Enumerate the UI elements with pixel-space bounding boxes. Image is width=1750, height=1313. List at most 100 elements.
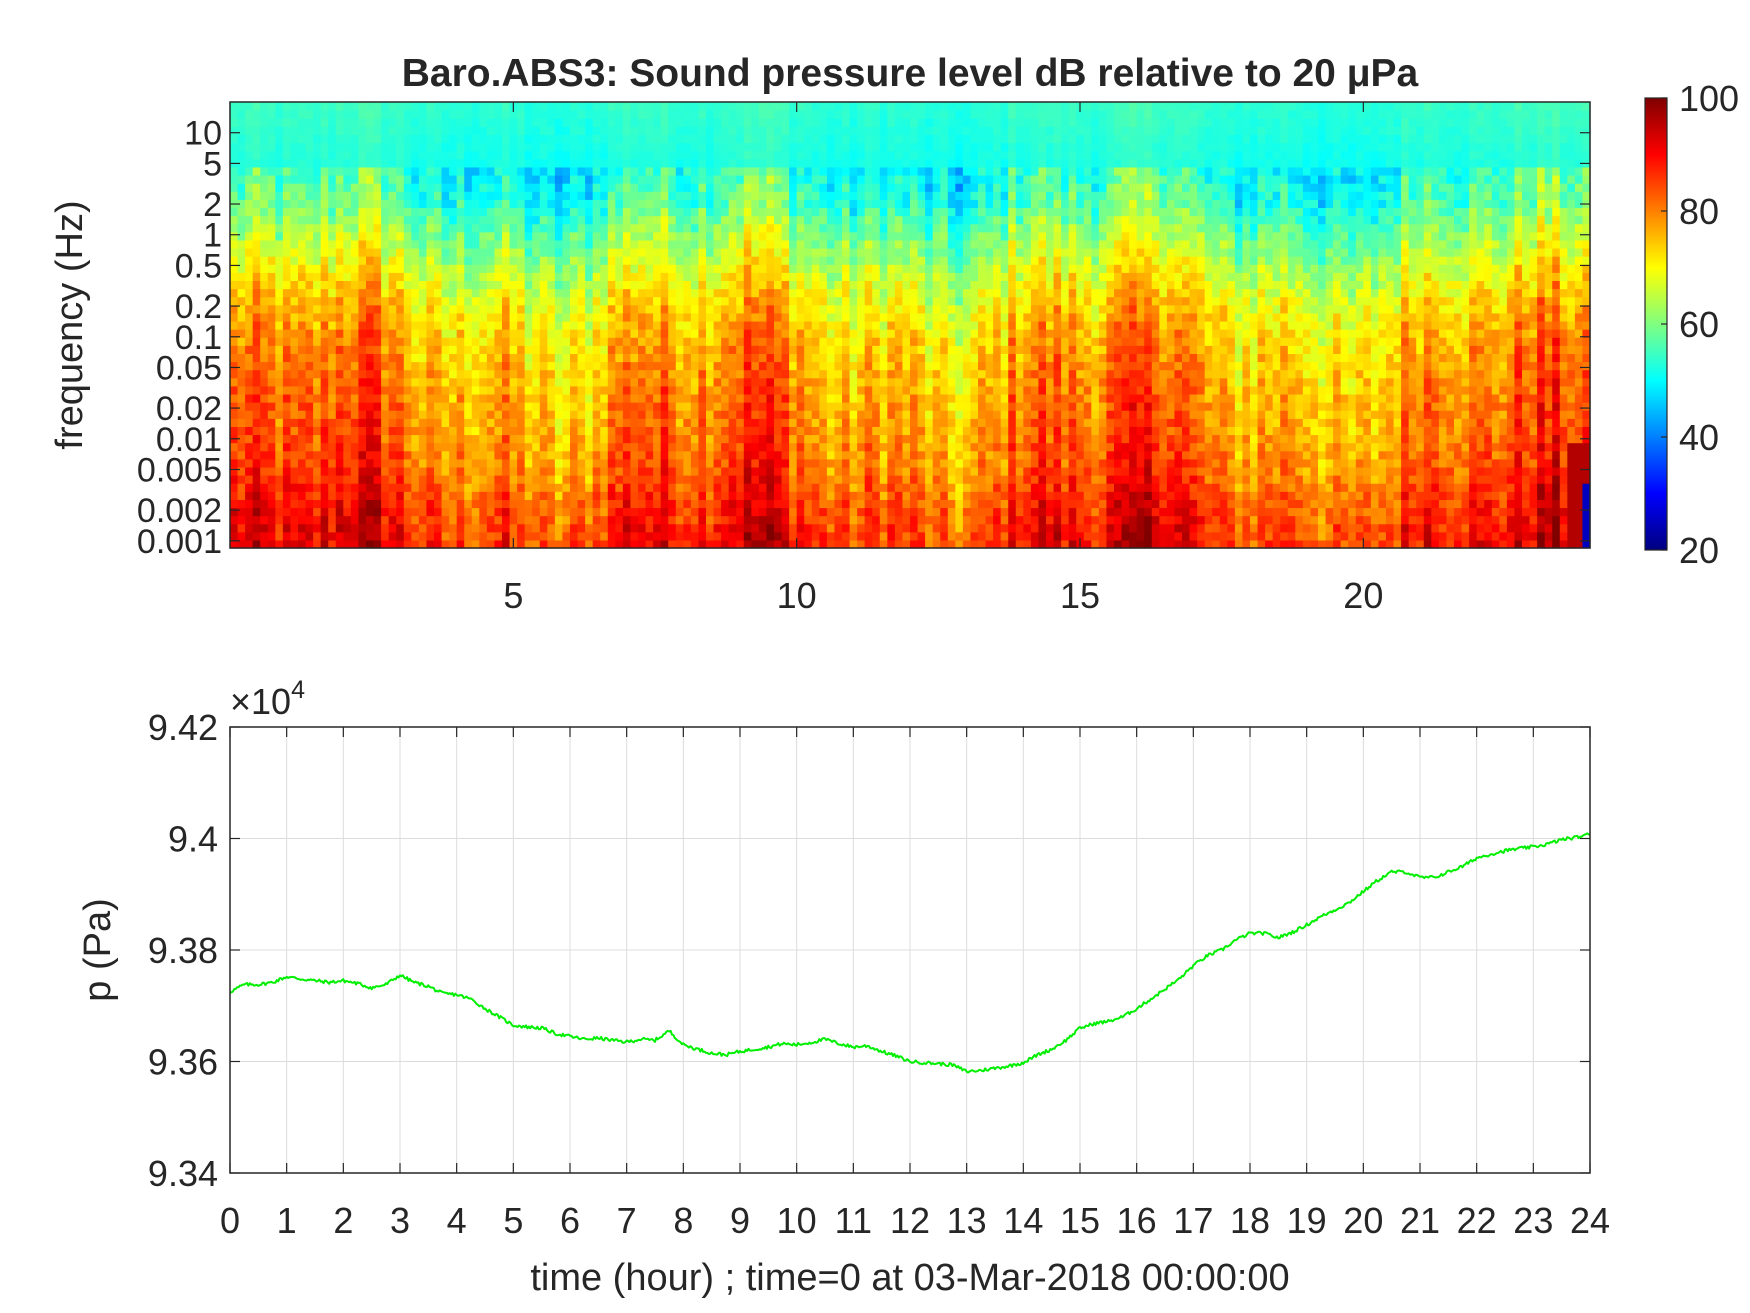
spectrogram-cell bbox=[1378, 418, 1387, 427]
spectrogram-cell bbox=[366, 475, 375, 484]
spectrogram-cell bbox=[298, 458, 307, 468]
spectrogram-cell bbox=[1537, 410, 1546, 419]
spectrogram-cell bbox=[1015, 483, 1024, 492]
spectrogram-cell bbox=[456, 361, 465, 371]
spectrogram-cell bbox=[328, 402, 337, 411]
spectrogram-cell bbox=[388, 442, 397, 452]
spectrogram-cell bbox=[1000, 523, 1009, 533]
spectrogram-cell bbox=[1355, 345, 1364, 354]
spectrogram-cell bbox=[743, 507, 752, 517]
spectrogram-cell bbox=[970, 466, 979, 476]
spectrogram-cell bbox=[1302, 410, 1312, 419]
spectrogram-cell bbox=[434, 361, 443, 371]
spectrogram-cell bbox=[252, 345, 261, 354]
spectrogram-cell bbox=[547, 539, 556, 549]
spectrogram-cell bbox=[1091, 483, 1100, 492]
spectrogram-cell bbox=[940, 402, 949, 411]
spectrogram-cell bbox=[509, 345, 518, 354]
spectrogram-cell bbox=[403, 402, 412, 411]
spectrogram-cell bbox=[736, 320, 745, 330]
spectrogram-cell bbox=[1076, 353, 1085, 363]
spectrogram-cell bbox=[872, 483, 881, 492]
spectrogram-cell bbox=[653, 466, 662, 476]
spectrogram-cell bbox=[1023, 539, 1032, 549]
spectrogram-cell bbox=[434, 483, 443, 492]
spectrogram-cell bbox=[1098, 377, 1108, 387]
spectrogram-cell bbox=[1091, 426, 1100, 436]
spectrogram-cell bbox=[653, 353, 662, 363]
spectrogram-cell bbox=[1265, 353, 1274, 363]
spectrogram-cell bbox=[1438, 369, 1448, 379]
spectrogram-cell bbox=[1416, 539, 1425, 549]
spectrogram-cell bbox=[1491, 434, 1500, 444]
spectrogram-cell bbox=[834, 320, 843, 330]
spectrogram-cell bbox=[343, 499, 352, 509]
spectrogram-cell bbox=[1189, 483, 1198, 492]
spectrogram-cell bbox=[1544, 418, 1553, 427]
spectrogram-cell bbox=[328, 466, 337, 476]
spectrogram-cell bbox=[751, 523, 760, 533]
spectrogram-cell bbox=[1197, 458, 1206, 468]
spectrogram-cell bbox=[668, 337, 677, 346]
spectrogram-cell bbox=[1129, 466, 1138, 476]
spectrogram-cell bbox=[736, 393, 745, 403]
spectrogram-cell bbox=[1076, 450, 1085, 460]
spectrogram-cell bbox=[1529, 442, 1538, 452]
spectrogram-cell bbox=[607, 361, 616, 371]
spectrogram-cell bbox=[1015, 466, 1024, 476]
spectrogram-cell bbox=[1106, 483, 1115, 492]
spectrogram-cell bbox=[917, 353, 926, 363]
spectrogram-cell bbox=[879, 410, 888, 419]
spectrogram-cell bbox=[554, 450, 564, 460]
spectrogram-cell bbox=[1121, 507, 1130, 517]
spectrogram-cell bbox=[917, 402, 926, 411]
spectrogram-cell bbox=[985, 442, 994, 452]
spectrogram-cell bbox=[615, 434, 624, 444]
spectrogram-cell bbox=[819, 499, 828, 509]
spectrogram-cell bbox=[1144, 466, 1153, 476]
spectrogram-cell bbox=[1370, 466, 1380, 476]
spectrogram-cell bbox=[1030, 320, 1040, 330]
spectrogram-cell bbox=[675, 369, 684, 379]
spectrogram-cell bbox=[1325, 377, 1334, 387]
spectrogram-cell bbox=[1325, 483, 1334, 492]
spectrogram-cell bbox=[1499, 393, 1508, 403]
spectrogram-cell bbox=[1136, 345, 1145, 354]
spectrogram-cell bbox=[721, 345, 730, 354]
spectrogram-cell bbox=[486, 345, 496, 354]
spectrogram-cell bbox=[947, 402, 956, 411]
spectrogram-cell bbox=[1537, 458, 1546, 468]
spectrogram-cell bbox=[849, 515, 858, 525]
spectrogram-cell bbox=[434, 369, 443, 379]
spectrogram-cell bbox=[1567, 402, 1576, 411]
spectrogram-cell bbox=[388, 434, 397, 444]
spectrogram-cell bbox=[1053, 361, 1062, 371]
spectrogram-cell bbox=[947, 507, 956, 517]
spectrogram-cell bbox=[441, 345, 450, 354]
spectrogram-cell bbox=[1242, 466, 1251, 476]
spectrogram-cell bbox=[947, 458, 956, 468]
spectrogram-cell bbox=[713, 515, 722, 525]
spectrogram-cell bbox=[925, 353, 934, 363]
spectrogram-cell bbox=[1000, 426, 1009, 436]
spectrogram-cell bbox=[1204, 515, 1213, 525]
spectrogram-cell bbox=[653, 475, 662, 484]
spectrogram-cell bbox=[970, 353, 979, 363]
spectrogram-cell bbox=[796, 426, 805, 436]
spectrogram-cell bbox=[471, 475, 480, 484]
spectrogram-cell bbox=[509, 483, 518, 492]
spectrogram-cell bbox=[1416, 353, 1425, 363]
spectrogram-cell bbox=[1008, 402, 1017, 411]
spectrogram-cell bbox=[902, 475, 911, 484]
spectrogram-cell bbox=[804, 385, 813, 395]
spectrogram-cell bbox=[849, 531, 858, 541]
spectrogram-cell bbox=[622, 491, 632, 500]
spectrogram-cell bbox=[1242, 499, 1251, 509]
spectrogram-cell bbox=[698, 507, 707, 517]
spectrogram-cell bbox=[1265, 337, 1274, 346]
spectrogram-cell bbox=[1370, 539, 1380, 549]
spectrogram-cell bbox=[456, 385, 465, 395]
spectrogram-cell bbox=[509, 458, 518, 468]
spectrogram-cell bbox=[826, 377, 836, 387]
spectrogram-cell bbox=[1355, 507, 1364, 517]
